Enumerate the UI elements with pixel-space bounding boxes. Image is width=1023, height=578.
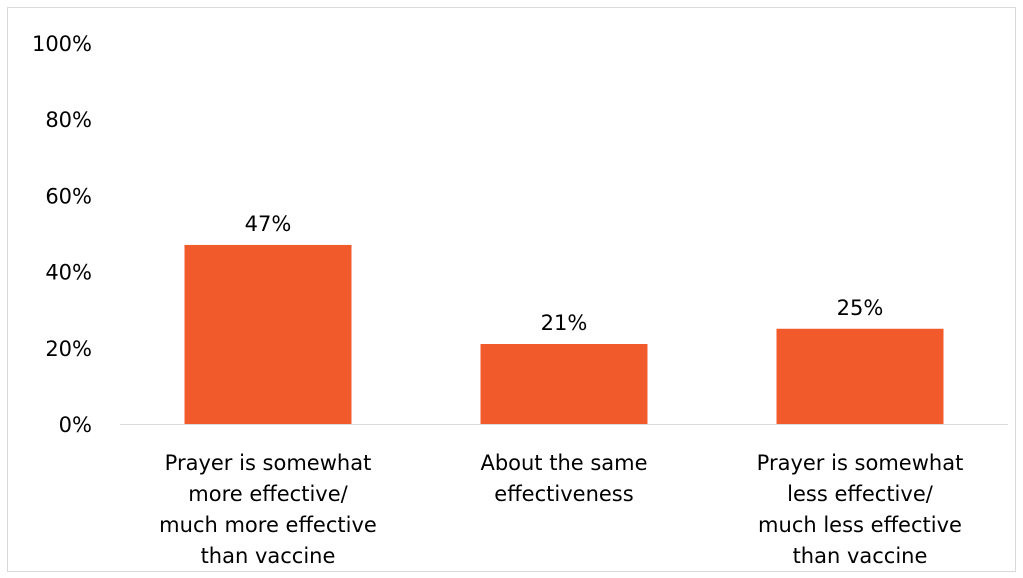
bars: [184, 244, 944, 424]
category-label-line: less effective/: [787, 482, 934, 506]
category-label: Prayer is somewhat less effective/much le…: [757, 451, 964, 568]
y-tick-label: 0%: [59, 413, 92, 437]
data-labels: 47% 21% 25%: [245, 212, 884, 335]
chart-frame: [7, 7, 1016, 572]
data-label: 21%: [541, 311, 588, 335]
y-tick-label: 80%: [45, 108, 92, 132]
category-label-line: much less effective: [758, 513, 962, 537]
category-label-line: Prayer is somewhat: [165, 451, 372, 475]
category-label-line: effectiveness: [494, 482, 633, 506]
y-tick-label: 100%: [32, 32, 92, 56]
y-tick-label: 60%: [45, 184, 92, 208]
category-label: Prayer is somewhat more effective/much mo…: [159, 451, 377, 568]
data-label: 25%: [837, 296, 884, 320]
category-label-line: than vaccine: [201, 544, 336, 568]
y-tick-label: 20%: [45, 337, 92, 361]
category-label-line: much more effective: [159, 513, 377, 537]
data-label: 47%: [245, 212, 292, 236]
category-labels: Prayer is somewhat more effective/much mo…: [159, 451, 963, 568]
bar: [480, 343, 648, 424]
bar: [776, 328, 944, 424]
category-label: About the same effectiveness: [480, 451, 647, 506]
y-axis-ticks: 0% 20% 40% 60% 80% 100%: [32, 32, 92, 437]
category-label-line: Prayer is somewhat: [757, 451, 964, 475]
category-label-line: than vaccine: [793, 544, 928, 568]
category-label-line: more effective/: [188, 482, 348, 506]
bar: [184, 244, 352, 424]
category-label-line: About the same: [480, 451, 647, 475]
y-tick-label: 40%: [45, 261, 92, 285]
